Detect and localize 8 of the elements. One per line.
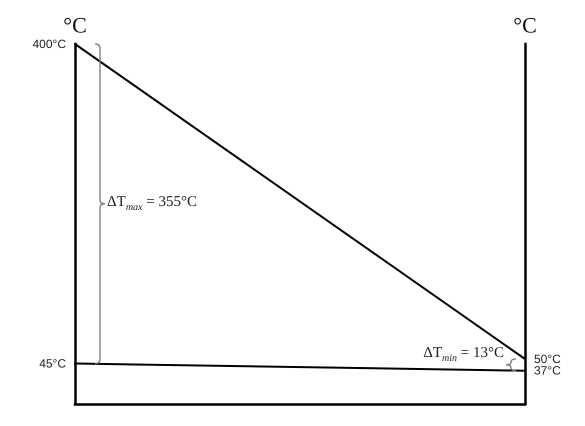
y2-axis-title: °C [513,12,537,38]
data-label: 37°C [534,364,562,378]
data-label: 45°C [39,356,66,370]
annotation: ΔT$_{max}$ = 355°C [107,194,197,213]
data-label: 50°C [534,352,562,366]
data-label: 400°C [32,37,66,51]
annotation: ΔT$_{min}$ = 13°C [423,344,504,364]
y-axis-title: °C [63,12,87,38]
